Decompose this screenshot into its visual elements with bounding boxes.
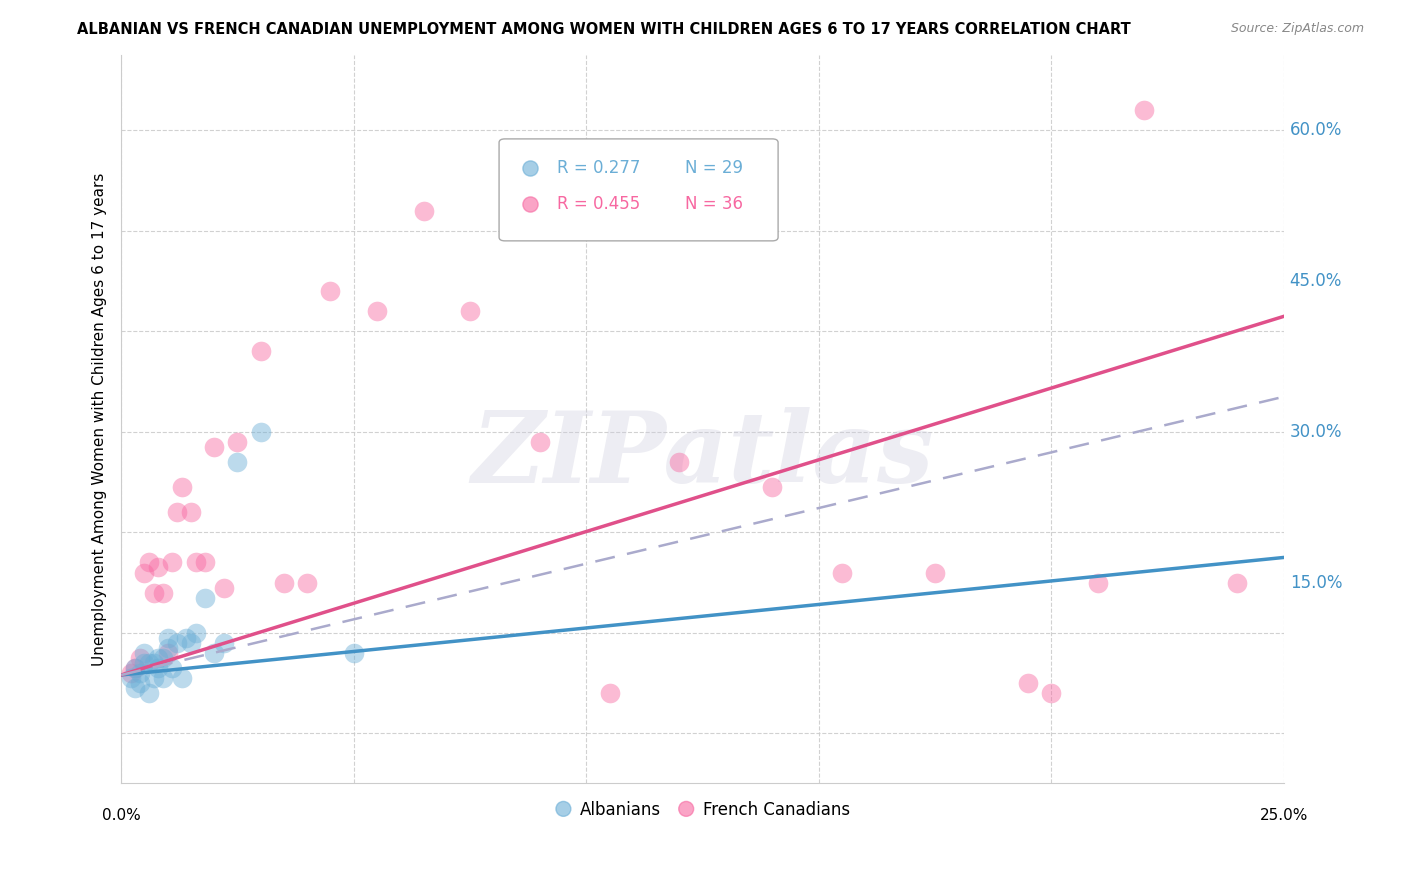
Point [1226, 575, 1249, 590]
Point [599, 686, 621, 700]
Point [166, 505, 188, 519]
Point [134, 656, 156, 670]
Text: Source: ZipAtlas.com: Source: ZipAtlas.com [1230, 22, 1364, 36]
Point [202, 646, 225, 660]
Text: R = 0.455: R = 0.455 [557, 195, 641, 213]
Point [162, 661, 184, 675]
Text: 15.0%: 15.0% [1289, 574, 1343, 591]
Point [166, 636, 188, 650]
Point [212, 636, 235, 650]
Point [128, 651, 150, 665]
Text: 60.0%: 60.0% [1289, 121, 1343, 139]
Legend: Albanians, French Canadians: Albanians, French Canadians [548, 795, 856, 826]
Text: R = 0.277: R = 0.277 [557, 159, 641, 177]
Point [249, 344, 271, 359]
Point [412, 203, 434, 218]
Point [152, 671, 174, 685]
Text: N = 36: N = 36 [685, 195, 744, 213]
Point [343, 646, 366, 660]
Point [176, 631, 198, 645]
Point [194, 591, 217, 605]
Point [120, 665, 142, 680]
Point [128, 665, 150, 680]
Point [249, 425, 271, 439]
Text: ALBANIAN VS FRENCH CANADIAN UNEMPLOYMENT AMONG WOMEN WITH CHILDREN AGES 6 TO 17 : ALBANIAN VS FRENCH CANADIAN UNEMPLOYMENT… [77, 22, 1130, 37]
Point [1040, 686, 1063, 700]
Point [170, 671, 193, 685]
Point [128, 676, 150, 690]
Point [138, 656, 160, 670]
Point [924, 566, 946, 580]
Point [226, 434, 249, 449]
Point [1133, 103, 1156, 118]
Point [152, 651, 174, 665]
Point [138, 556, 160, 570]
Point [1017, 676, 1039, 690]
Text: 45.0%: 45.0% [1289, 272, 1343, 290]
Point [142, 671, 165, 685]
Point [226, 455, 249, 469]
Text: 30.0%: 30.0% [1289, 423, 1343, 441]
Y-axis label: Unemployment Among Women with Children Ages 6 to 17 years: Unemployment Among Women with Children A… [93, 173, 107, 666]
Point [761, 480, 783, 494]
Text: 0.0%: 0.0% [101, 808, 141, 823]
Point [366, 304, 388, 318]
Point [162, 556, 184, 570]
Point [831, 566, 853, 580]
Point [180, 505, 202, 519]
Point [138, 686, 160, 700]
FancyBboxPatch shape [499, 139, 778, 241]
Point [668, 455, 690, 469]
Point [134, 566, 156, 580]
Point [124, 661, 146, 675]
Point [180, 636, 202, 650]
Point [1087, 575, 1109, 590]
Point [120, 671, 142, 685]
Point [212, 581, 235, 595]
Point [148, 560, 170, 574]
Point [202, 440, 225, 454]
Point [148, 661, 170, 675]
Point [184, 625, 207, 640]
Point [142, 656, 165, 670]
Point [170, 480, 193, 494]
Point [156, 646, 179, 660]
Text: ZIPatlas: ZIPatlas [471, 408, 934, 504]
Point [156, 631, 179, 645]
Point [148, 651, 170, 665]
Point [124, 661, 146, 675]
Point [529, 434, 551, 449]
Point [458, 304, 481, 318]
Text: N = 29: N = 29 [685, 159, 744, 177]
Point [142, 585, 165, 599]
Point [297, 575, 319, 590]
Point [134, 646, 156, 660]
Point [319, 284, 342, 298]
Point [156, 640, 179, 655]
Text: 25.0%: 25.0% [1260, 808, 1308, 823]
Point [124, 681, 146, 695]
Point [273, 575, 295, 590]
Point [194, 556, 217, 570]
Point [184, 556, 207, 570]
Point [152, 585, 174, 599]
